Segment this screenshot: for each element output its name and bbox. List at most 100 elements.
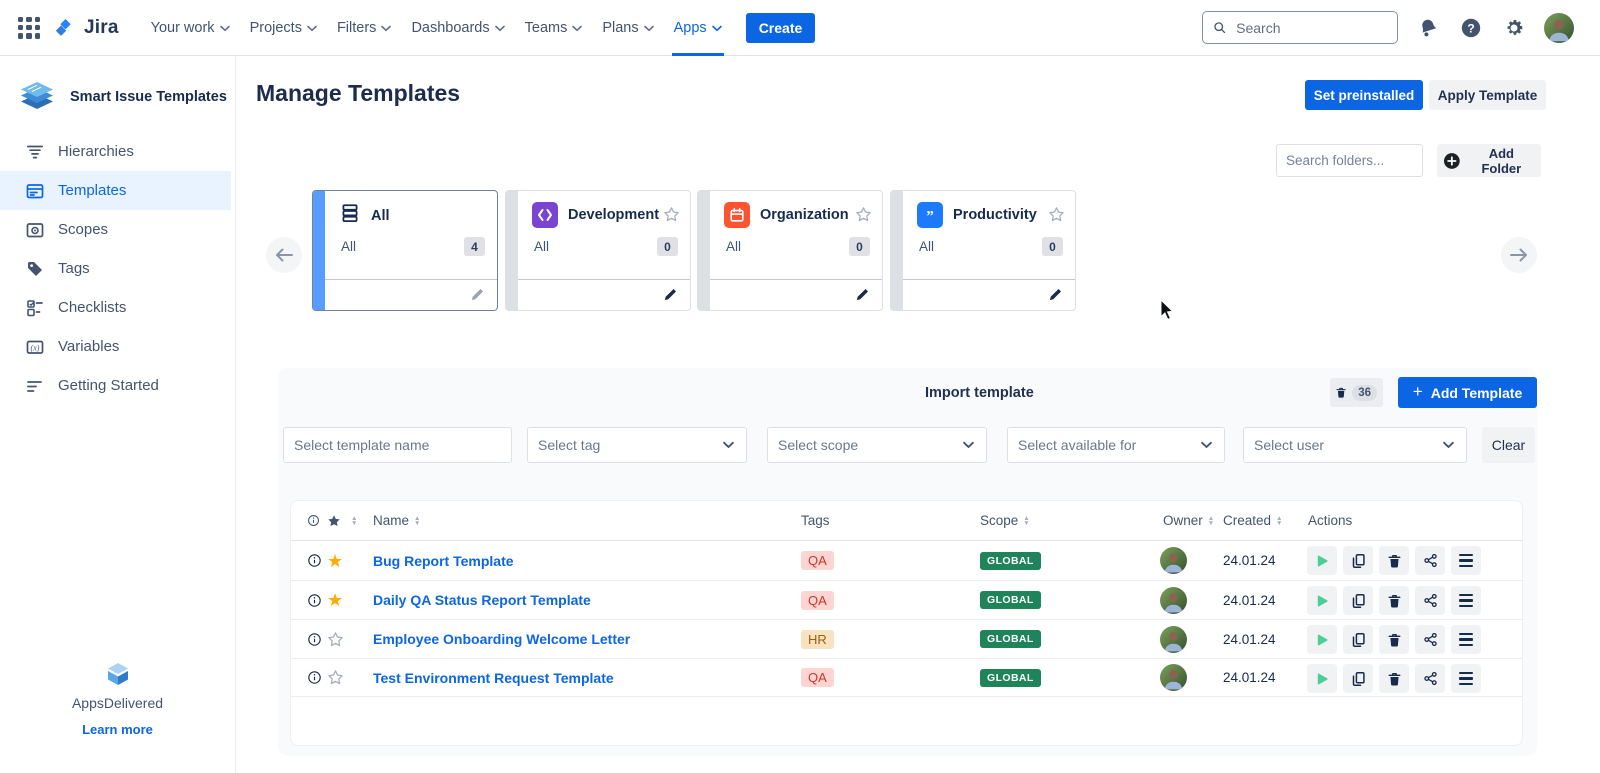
delete-template-button[interactable] <box>1379 625 1409 654</box>
sidebar-item-getting-started[interactable]: Getting Started <box>0 366 231 405</box>
share-template-button[interactable] <box>1415 664 1445 693</box>
column-header-owner[interactable]: Owner▲▼ <box>1163 501 1214 540</box>
search-icon <box>1213 20 1226 35</box>
column-header-scope[interactable]: Scope▲▼ <box>980 501 1030 540</box>
sidebar-item-scopes[interactable]: Scopes <box>0 210 231 249</box>
copy-template-button[interactable] <box>1343 664 1373 693</box>
run-template-button[interactable] <box>1307 546 1337 575</box>
edit-folder-button[interactable] <box>1046 285 1064 303</box>
set-preinstalled-button[interactable]: Set preinstalled <box>1305 80 1423 110</box>
column-header-name[interactable]: Name▲▼ <box>373 501 420 540</box>
edit-folder-button[interactable] <box>468 285 486 303</box>
template-name-link[interactable]: Employee Onboarding Welcome Letter <box>373 631 630 647</box>
trash-bin-button[interactable]: 36 <box>1330 378 1383 407</box>
nav-your-work[interactable]: Your work <box>141 0 240 56</box>
settings-button[interactable] <box>1501 15 1527 41</box>
scope-badge: GLOBAL <box>980 552 1041 570</box>
add-template-button[interactable]: + Add Template <box>1398 377 1537 408</box>
nav-dashboards[interactable]: Dashboards <box>401 0 514 56</box>
appsdelivered-logo <box>104 660 132 688</box>
share-template-button[interactable] <box>1415 546 1445 575</box>
carousel-next-button[interactable] <box>1501 237 1537 273</box>
import-template-button[interactable]: Import template <box>925 385 1034 401</box>
info-icon[interactable] <box>307 659 322 696</box>
row-menu-button[interactable] <box>1451 625 1481 654</box>
sidebar-item-tags[interactable]: Tags <box>0 249 231 288</box>
sort-toggle[interactable]: ▲▼ <box>349 501 357 540</box>
favorite-star-icon[interactable] <box>327 620 344 658</box>
add-folder-button[interactable]: Add Folder <box>1437 144 1541 177</box>
sidebar-item-variables[interactable]: (x) Variables <box>0 327 231 366</box>
column-header-created[interactable]: Created▲▼ <box>1223 501 1282 540</box>
sidebar-item-templates[interactable]: Templates <box>0 171 231 210</box>
mouse-cursor <box>1160 299 1177 321</box>
learn-more-link[interactable]: Learn more <box>0 722 235 737</box>
folder-card-development[interactable]: Development All 0 <box>505 190 691 311</box>
share-template-button[interactable] <box>1415 586 1445 615</box>
filter-available-for-select[interactable]: Select available for <box>1007 427 1225 463</box>
plus-icon: + <box>1413 382 1423 402</box>
folder-card-all[interactable]: All All 4 <box>312 190 498 311</box>
template-icon <box>24 180 45 201</box>
global-search[interactable] <box>1202 11 1398 44</box>
sidebar-item-hierarchies[interactable]: Hierarchies <box>0 132 231 171</box>
user-avatar[interactable] <box>1544 13 1574 43</box>
filter-user-select[interactable]: Select user <box>1243 427 1467 463</box>
sidebar-item-checklists[interactable]: Checklists <box>0 288 231 327</box>
info-icon[interactable] <box>307 581 322 619</box>
carousel-prev-button[interactable] <box>266 237 302 273</box>
menu-icon <box>1459 554 1473 567</box>
folder-card-productivity[interactable]: ” Productivity All 0 <box>890 190 1076 311</box>
filter-scope-select[interactable]: Select scope <box>767 427 987 463</box>
favorite-star-icon[interactable] <box>1048 206 1065 228</box>
folder-card-organization[interactable]: Organization All 0 <box>697 190 883 311</box>
nav-plans[interactable]: Plans <box>592 0 663 56</box>
run-template-button[interactable] <box>1307 586 1337 615</box>
table-row: ★ Bug Report Template QA GLOBAL 24.01.24 <box>291 541 1522 580</box>
jira-logo[interactable]: Jira <box>54 16 119 40</box>
star-column-icon[interactable] <box>327 501 341 540</box>
template-name-link[interactable]: Daily QA Status Report Template <box>373 592 591 608</box>
filter-tag-select[interactable]: Select tag <box>527 427 747 463</box>
row-menu-button[interactable] <box>1451 586 1481 615</box>
notifications-button[interactable] <box>1415 15 1441 41</box>
favorite-star-icon[interactable]: ★ <box>327 541 343 580</box>
row-menu-button[interactable] <box>1451 664 1481 693</box>
run-template-button[interactable] <box>1307 625 1337 654</box>
help-button[interactable]: ? <box>1458 15 1484 41</box>
copy-template-button[interactable] <box>1343 625 1373 654</box>
add-folder-label: Add Folder <box>1468 146 1535 176</box>
row-menu-button[interactable] <box>1451 546 1481 575</box>
copy-template-button[interactable] <box>1343 546 1373 575</box>
edit-folder-button[interactable] <box>661 285 679 303</box>
copy-icon <box>1351 593 1366 609</box>
nav-teams[interactable]: Teams <box>515 0 593 56</box>
run-template-button[interactable] <box>1307 664 1337 693</box>
search-folders-input[interactable] <box>1276 144 1423 177</box>
clear-filters-button[interactable]: Clear <box>1482 427 1535 463</box>
delete-template-button[interactable] <box>1379 586 1409 615</box>
nav-apps[interactable]: Apps <box>664 0 732 56</box>
filter-template-name-input[interactable] <box>283 427 512 463</box>
delete-template-button[interactable] <box>1379 664 1409 693</box>
template-name-link[interactable]: Test Environment Request Template <box>373 670 614 686</box>
apply-template-button[interactable]: Apply Template <box>1429 80 1546 110</box>
info-icon[interactable] <box>307 620 322 658</box>
favorite-star-icon[interactable] <box>855 206 872 228</box>
pencil-icon <box>1048 287 1063 302</box>
favorite-star-icon[interactable] <box>327 659 344 696</box>
delete-template-button[interactable] <box>1379 546 1409 575</box>
info-icon[interactable] <box>307 541 322 580</box>
app-switcher-icon[interactable] <box>18 17 40 39</box>
favorite-star-icon[interactable] <box>663 206 680 228</box>
nav-projects[interactable]: Projects <box>240 0 327 56</box>
template-name-link[interactable]: Bug Report Template <box>373 553 514 569</box>
nav-filters[interactable]: Filters <box>327 0 401 56</box>
share-template-button[interactable] <box>1415 625 1445 654</box>
favorite-star-icon[interactable]: ★ <box>327 581 343 619</box>
edit-folder-button[interactable] <box>853 285 871 303</box>
table-header-row: ▲▼ Name▲▼ Tags Scope▲▼ Owner▲▼ Created▲▼… <box>291 501 1522 541</box>
search-input[interactable] <box>1234 19 1387 37</box>
create-button[interactable]: Create <box>746 13 816 43</box>
copy-template-button[interactable] <box>1343 586 1373 615</box>
